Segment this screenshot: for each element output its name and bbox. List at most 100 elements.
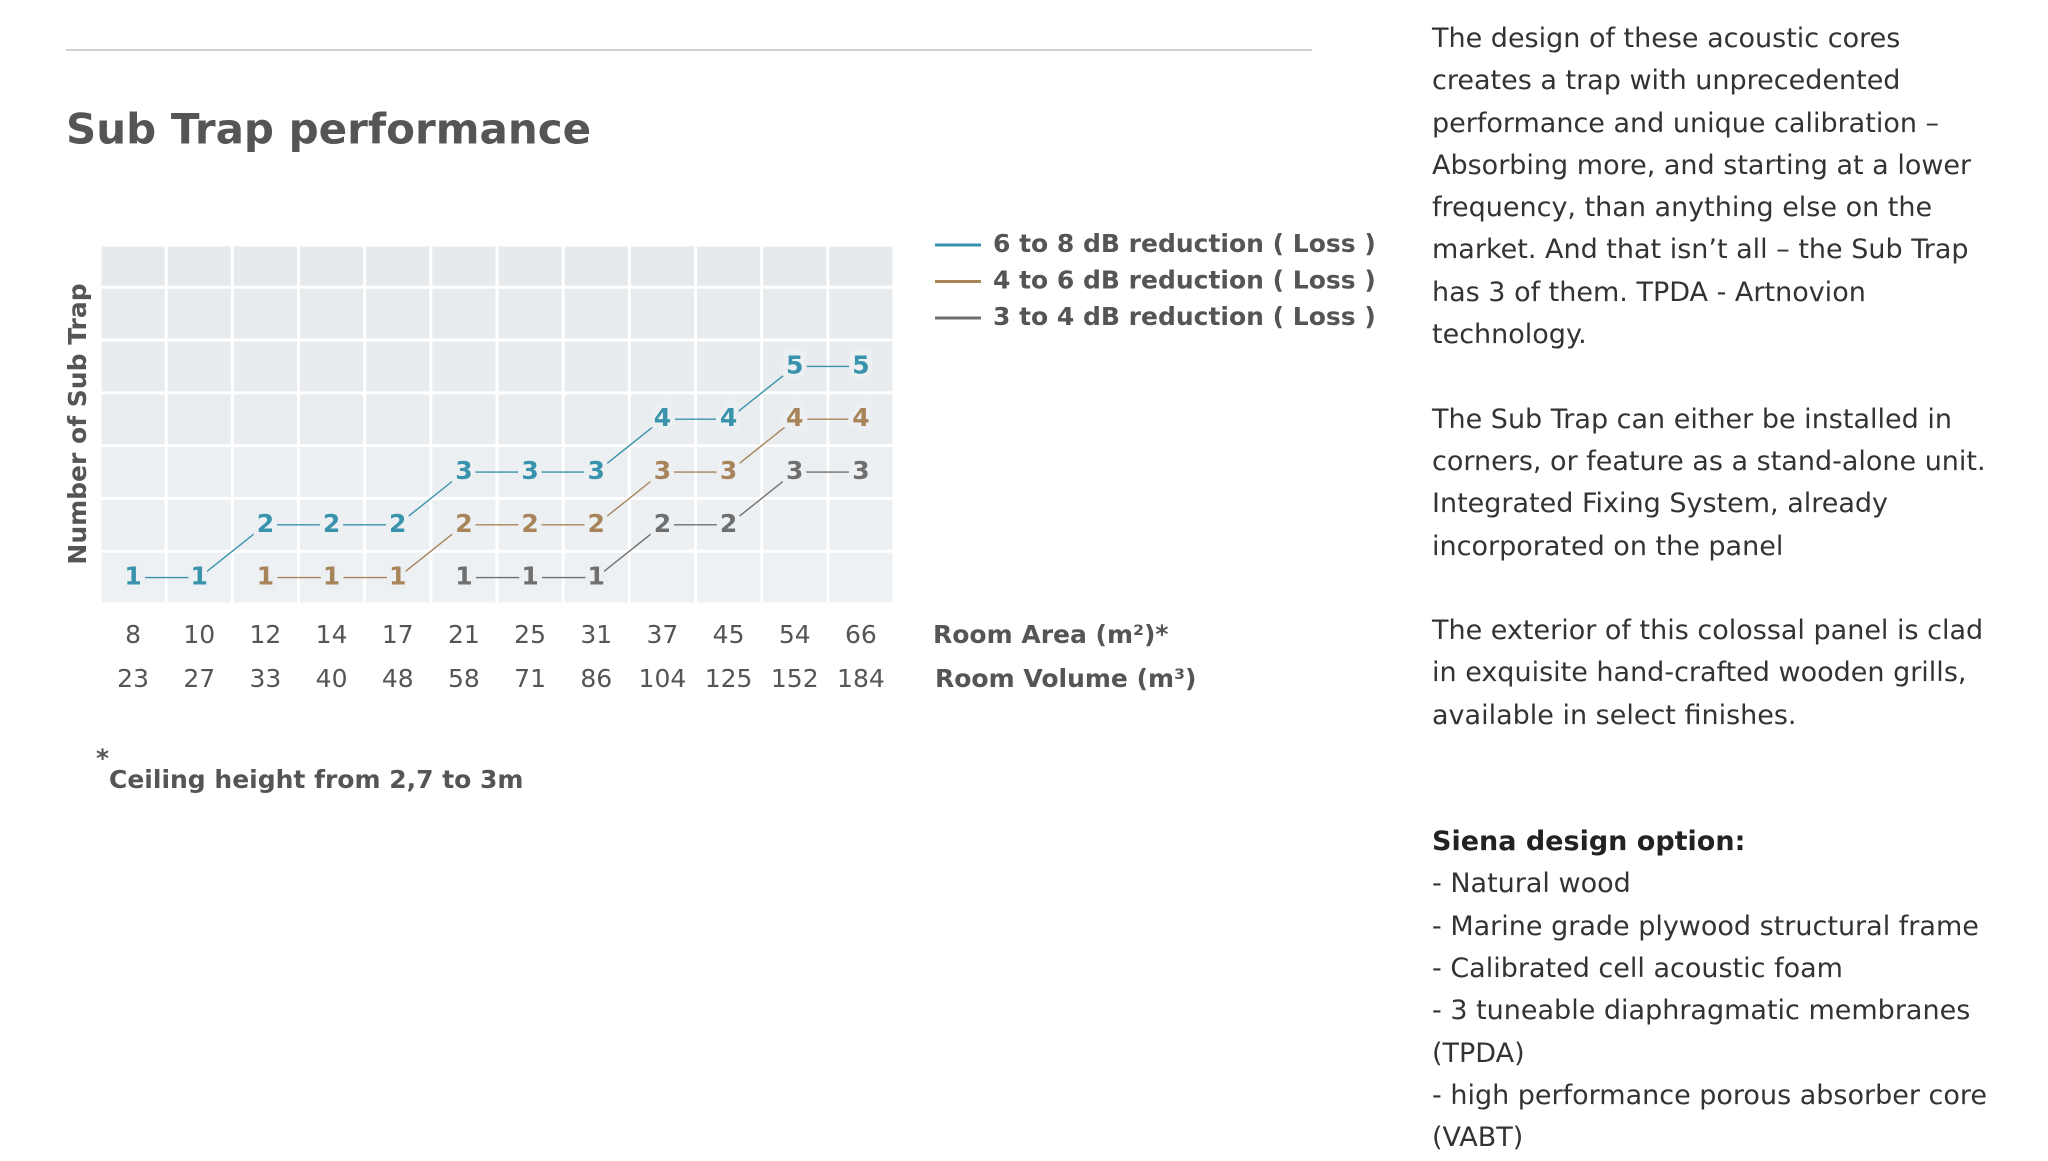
x-tick-label: 21	[448, 620, 480, 649]
grid-cell	[498, 288, 562, 339]
x-tick-label-2: 152	[771, 664, 819, 693]
x-tick-label: 66	[845, 620, 877, 649]
data-label: 4	[720, 403, 737, 432]
x-tick-label: 12	[250, 620, 282, 649]
x-tick-label-2: 58	[448, 664, 480, 693]
data-label: 1	[455, 562, 472, 591]
x-tick-label-2: 104	[639, 664, 687, 693]
grid-cell	[829, 552, 893, 603]
data-label: 2	[389, 509, 406, 538]
grid-cell	[366, 288, 430, 339]
legend-label: 4 to 6 dB reduction ( Loss )	[993, 266, 1376, 295]
grid-cell	[366, 246, 430, 286]
data-label: 2	[720, 509, 737, 538]
x-tick-label-2: 71	[514, 664, 546, 693]
x-tick-label-2: 86	[580, 664, 612, 693]
data-label: 4	[654, 403, 671, 432]
data-label: 2	[257, 509, 274, 538]
x-tick-label-2: 125	[705, 664, 753, 693]
data-label: 1	[257, 562, 274, 591]
grid-cell	[630, 288, 694, 339]
grid-cell	[366, 341, 430, 392]
grid-cell	[697, 288, 761, 339]
grid-cell	[167, 246, 231, 286]
grid-cell	[763, 288, 827, 339]
description: The design of these acoustic cores creat…	[1432, 18, 1992, 1159]
data-label: 1	[191, 562, 208, 591]
footnote-mark: *	[96, 744, 109, 773]
data-label: 1	[588, 562, 605, 591]
x-tick-label: 31	[580, 620, 612, 649]
grid-cell	[167, 447, 231, 497]
grid-cell	[432, 341, 496, 392]
grid-cell	[366, 394, 430, 445]
paragraph: The exterior of this colossal panel is c…	[1432, 615, 1984, 731]
x-tick-label-2: 23	[117, 664, 149, 693]
data-label: 3	[720, 456, 737, 485]
series-line	[463, 471, 861, 579]
grid-cell	[829, 288, 893, 339]
x-tick-label-2: 40	[316, 664, 348, 693]
grid-cell	[233, 447, 297, 497]
chart-title: Sub Trap performance	[66, 105, 591, 154]
grid-cell	[101, 246, 165, 286]
x-tick-label: 14	[316, 620, 348, 649]
x-axis-label-2: Room Volume (m³)	[935, 664, 1196, 693]
data-label: 1	[521, 562, 538, 591]
chart: Sub Trap performance Number of Sub Trap …	[63, 49, 1376, 794]
plot-background	[101, 246, 893, 603]
x-tick-label-2: 184	[837, 664, 885, 693]
feature-item: - Natural wood	[1432, 868, 1631, 900]
grid-cell	[300, 394, 364, 445]
x-axis-label: Room Area (m²)*	[933, 620, 1169, 649]
heading: Siena design option:	[1432, 826, 1746, 858]
feature-item: - 3 tuneable diaphragmatic membranes (TP…	[1432, 995, 1971, 1069]
legend-label: 3 to 4 dB reduction ( Loss )	[993, 302, 1376, 331]
x-tick-label: 10	[183, 620, 215, 649]
grid-cell	[101, 499, 165, 550]
data-label: 2	[654, 509, 671, 538]
grid-cell	[233, 394, 297, 445]
grid-cell	[233, 288, 297, 339]
y-axis-label: Number of Sub Trap	[63, 283, 92, 564]
data-label: 5	[852, 350, 869, 379]
grid-cell	[829, 499, 893, 550]
grid-cell	[697, 341, 761, 392]
data-label: 3	[455, 456, 472, 485]
data-label: 2	[455, 509, 472, 538]
data-label: 1	[323, 562, 340, 591]
data-label: 3	[852, 456, 869, 485]
legend-label: 6 to 8 dB reduction ( Loss )	[993, 229, 1376, 258]
x-tick-label-2: 27	[183, 664, 215, 693]
data-label: 4	[852, 403, 869, 432]
grid-cell	[300, 447, 364, 497]
feature-list: - Natural wood - Marine grade plywood str…	[1432, 863, 1992, 1159]
grid-cell	[697, 246, 761, 286]
grid-cell	[300, 288, 364, 339]
grid-cell	[498, 246, 562, 286]
data-label: 3	[521, 456, 538, 485]
grid-cell	[233, 246, 297, 286]
x-tick-label: 54	[779, 620, 811, 649]
grid-cell	[101, 341, 165, 392]
grid-cell	[564, 341, 628, 392]
grid-cell	[630, 246, 694, 286]
grid-cell	[432, 288, 496, 339]
x-tick-label-2: 48	[382, 664, 414, 693]
paragraph: The Sub Trap can either be installed in …	[1432, 403, 1986, 562]
grid-cell	[498, 394, 562, 445]
data-label: 1	[124, 562, 141, 591]
grid-cell	[366, 447, 430, 497]
grid-cell	[167, 288, 231, 339]
x-tick-label: 17	[382, 620, 414, 649]
grid-cell	[564, 288, 628, 339]
paragraph: The design of these acoustic cores creat…	[1432, 23, 1972, 351]
grid-cell	[167, 394, 231, 445]
data-label: 1	[389, 562, 406, 591]
x-tick-label: 45	[713, 620, 745, 649]
grid-cell	[300, 341, 364, 392]
grid-cell	[101, 447, 165, 497]
feature-item: - Calibrated cell acoustic foam	[1432, 952, 1843, 984]
feature-item: - Marine grade plywood structural frame	[1432, 910, 1979, 942]
grid-cell	[630, 552, 694, 603]
